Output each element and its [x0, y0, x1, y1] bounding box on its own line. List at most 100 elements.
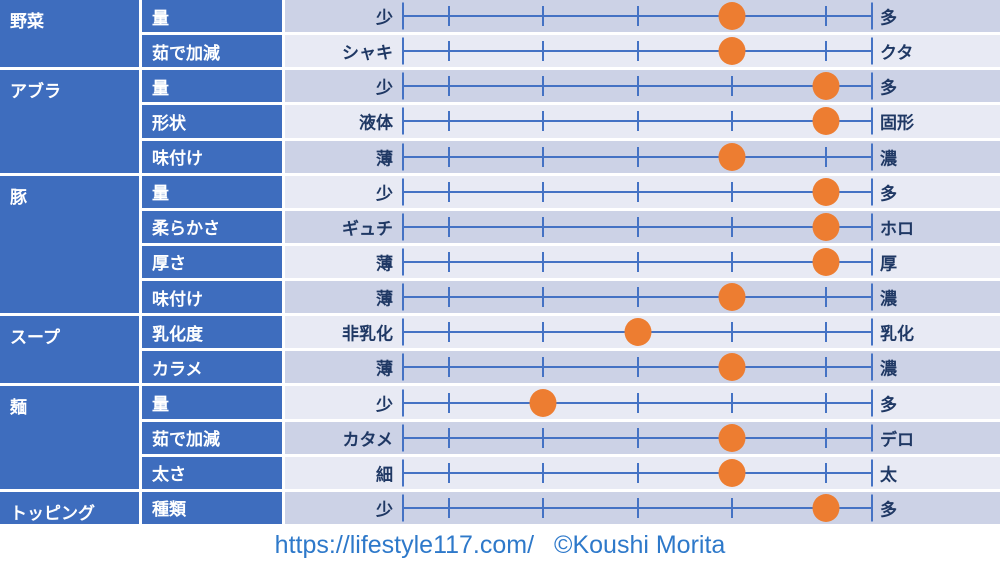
- rating-row: 少 多: [285, 491, 1000, 527]
- rating-row: 細 太: [285, 456, 1000, 492]
- rating-dot: [718, 142, 746, 171]
- max-label: 多: [880, 78, 897, 98]
- min-label: 少: [376, 78, 393, 98]
- scale-right-edge-tick: [871, 424, 873, 452]
- attribute-cell: 種類: [142, 491, 285, 527]
- category-label: 野菜: [10, 12, 44, 31]
- scale-tick-3: [636, 427, 639, 448]
- scale-tick-4: [730, 76, 733, 97]
- max-label: ホロ: [880, 219, 914, 239]
- scale-left-edge-tick: [402, 37, 404, 65]
- min-label: シャキ: [342, 43, 393, 63]
- scale-tick-1: [448, 41, 451, 62]
- max-label: 多: [880, 184, 897, 204]
- rating-scale: [402, 457, 873, 489]
- rating-scale: [402, 316, 873, 348]
- scale-tick-5: [824, 392, 827, 413]
- attribute-label: 柔らかさ: [152, 219, 220, 239]
- scale-tick-4: [730, 111, 733, 132]
- scale-tick-3: [636, 111, 639, 132]
- scale-tick-1: [448, 427, 451, 448]
- rating-scale: [402, 246, 873, 278]
- attribute-cell: 味付け: [142, 140, 285, 176]
- min-label: 薄: [376, 359, 393, 379]
- scale-tick-2: [542, 497, 545, 518]
- scale-tick-3: [636, 146, 639, 167]
- scale-tick-5: [824, 357, 827, 378]
- scale-right-edge-tick: [871, 107, 873, 135]
- category-cell: 野菜: [0, 0, 142, 71]
- min-label: 薄: [376, 149, 393, 169]
- max-label: 濃: [880, 149, 897, 169]
- attribute-cell: 形状: [142, 105, 285, 141]
- min-label: 非乳化: [342, 324, 393, 344]
- scale-tick-1: [448, 76, 451, 97]
- rating-row: 非乳化 乳化: [285, 316, 1000, 352]
- attribute-cell: 茹で加減: [142, 421, 285, 457]
- scale-tick-3: [636, 76, 639, 97]
- scale-tick-4: [730, 216, 733, 237]
- attribute-label: 量: [152, 395, 169, 415]
- scale-tick-4: [730, 392, 733, 413]
- scale-right-edge-tick: [871, 389, 873, 417]
- attribute-cell: 茹で加減: [142, 35, 285, 71]
- rating-dot: [624, 318, 651, 347]
- footer-url[interactable]: https://lifestyle117.com/: [274, 530, 535, 559]
- scale-tick-5: [824, 6, 827, 27]
- rating-row: 薄 厚: [285, 245, 1000, 282]
- max-label: 多: [880, 395, 897, 415]
- scale-tick-2: [542, 462, 545, 483]
- rating-scale: [402, 105, 873, 137]
- scale-right-edge-tick: [871, 2, 873, 30]
- scale-tick-2: [542, 357, 545, 378]
- scale-tick-3: [636, 392, 639, 413]
- rating-scale: [402, 70, 873, 102]
- max-label: 太: [880, 465, 897, 485]
- scale-right-edge-tick: [871, 72, 873, 100]
- scale-tick-3: [636, 6, 639, 27]
- rating-row: 少 多: [285, 175, 1000, 211]
- scale-tick-1: [448, 111, 451, 132]
- min-label: 少: [376, 8, 393, 28]
- scale-tick-2: [542, 111, 545, 132]
- rating-dot: [812, 493, 840, 522]
- rating-dot: [812, 212, 840, 241]
- rating-dot: [718, 353, 746, 382]
- scale-left-edge-tick: [402, 318, 404, 346]
- scale-tick-2: [542, 427, 545, 448]
- attribute-label: 茹で加減: [152, 43, 220, 63]
- category-cell: トッピング: [0, 491, 142, 527]
- max-label: 多: [880, 500, 897, 520]
- rating-row: シャキ クタ: [285, 35, 1000, 71]
- scale-tick-2: [542, 146, 545, 167]
- category-label: トッピング: [10, 503, 95, 523]
- rating-dot: [812, 107, 840, 136]
- rating-row: 少 多: [285, 386, 1000, 422]
- scale-tick-3: [636, 181, 639, 202]
- rating-scale: [402, 141, 873, 173]
- scale-left-edge-tick: [402, 143, 404, 171]
- scale-tick-4: [730, 181, 733, 202]
- scale-left-edge-tick: [402, 353, 404, 381]
- scale-tick-5: [824, 427, 827, 448]
- rating-table: 野菜 量 少 多 茹で加減 シャキ: [0, 0, 1000, 527]
- attribute-cell: 量: [142, 175, 285, 211]
- rating-dot: [812, 72, 840, 101]
- scale-tick-1: [448, 357, 451, 378]
- category-label: 豚: [10, 187, 27, 207]
- scale-right-edge-tick: [871, 494, 873, 522]
- rating-scale: [402, 422, 873, 454]
- max-label: 固形: [880, 113, 914, 133]
- scale-tick-5: [824, 287, 827, 308]
- scale-right-edge-tick: [871, 248, 873, 276]
- attribute-cell: 厚さ: [142, 245, 285, 282]
- scale-left-edge-tick: [402, 107, 404, 135]
- scale-left-edge-tick: [402, 494, 404, 522]
- scale-tick-1: [448, 216, 451, 237]
- rating-scale: [402, 386, 873, 418]
- attribute-cell: 量: [142, 0, 285, 36]
- footer-credit: ©Koushi Morita: [554, 530, 726, 559]
- scale-right-edge-tick: [871, 459, 873, 487]
- min-label: 薄: [376, 254, 393, 274]
